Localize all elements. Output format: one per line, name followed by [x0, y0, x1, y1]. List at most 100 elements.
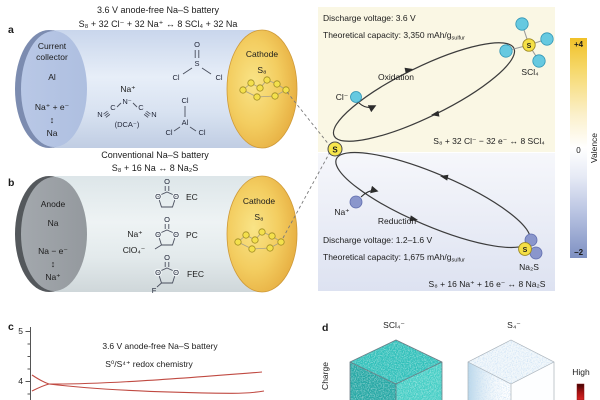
sodium-ion-label: Na⁺	[334, 207, 349, 217]
ec-molecule: O O O EC	[154, 177, 198, 208]
electrolyte-a: Na⁺ N⁻ C C N N (DCA⁻)	[97, 40, 223, 137]
dca-n-center: N⁻	[122, 97, 131, 106]
panel-c-label: c	[8, 321, 14, 333]
panel-d-label: d	[322, 322, 328, 334]
half-reaction-b-bottom: Na⁺	[45, 272, 60, 282]
fec-label: FEC	[187, 269, 204, 279]
panel-a: a 3.6 V anode-free Na–S battery S₈ + 32 …	[8, 5, 298, 149]
scl4-label: SCl₄	[521, 67, 539, 77]
panel-b: b Conventional Na–S battery S₈ + 16 Na ↔…	[8, 150, 298, 295]
panel-d: d SCl₄⁻ S₄⁻ Charge	[320, 320, 590, 400]
cathode-a-material: S₈	[257, 65, 267, 75]
alcl4-cl-top: Cl	[181, 96, 188, 105]
scl4-molecule-icon: S SCl₄	[499, 17, 554, 77]
electrolyte-b: Na⁺ ClO₄⁻ O O O EC O O O PC	[123, 177, 204, 295]
loop-arrowhead-top2	[440, 174, 449, 181]
anode-material: Na	[48, 218, 59, 228]
na2s-label: Na₂S	[519, 262, 539, 272]
fec-o-top: O	[164, 253, 170, 262]
pc-molecule: O O O PC	[154, 215, 198, 250]
collector-material: Al	[48, 72, 56, 82]
panel-a-title: 3.6 V anode-free Na–S battery	[97, 5, 220, 15]
voltage-curves	[31, 371, 265, 394]
cycle-top-capacity: Theoretical capacity: 3,350 mAh/gsulfur	[323, 30, 465, 42]
cell-a-cylinder	[15, 29, 298, 149]
anode-labels: Anode Na Na − e⁻ ↕ Na⁺	[38, 199, 68, 282]
s4-density-cube	[467, 339, 555, 400]
panel-b-title: Conventional Na–S battery	[101, 150, 209, 160]
scale-high-label: High	[572, 367, 590, 377]
sodium-cation-b: Na⁺	[127, 229, 142, 239]
chloride-label: Cl⁻	[336, 92, 349, 102]
charge-axis-label: Charge	[320, 362, 330, 390]
panel-a-label: a	[8, 24, 14, 36]
anode-label: Anode	[41, 199, 66, 209]
dca-c-right: C	[138, 103, 144, 112]
pc-o-left: O	[155, 230, 161, 239]
fec-molecule: O O O FEC F	[152, 253, 204, 295]
ytick-4: 4	[18, 376, 23, 386]
cycle-top-voltage: Discharge voltage: 3.6 V	[323, 13, 416, 23]
pc-o-top: O	[164, 215, 170, 224]
valence-gradient-bar	[570, 38, 587, 258]
oxidation-equation: S₈ + 32 Cl⁻ − 32 e⁻ ↔ 8 SCl₄	[433, 136, 545, 146]
cube2-title: S₄⁻	[507, 320, 521, 330]
cathode-b-material: S₈	[254, 212, 264, 222]
fec-o-left: O	[155, 268, 161, 277]
reduction-label: Reduction	[378, 216, 417, 226]
valence-bottom-tick: −2	[574, 248, 584, 257]
pc-label: PC	[186, 230, 198, 240]
scl4-density-cube	[349, 339, 443, 400]
panel-c: c 5 4 3.6 V anode-free Na–S battery S⁰/S…	[8, 321, 265, 400]
sodium-entry-arrow	[360, 185, 379, 198]
cube1-title: SCl₄⁻	[383, 320, 405, 330]
charge-scale-bar	[576, 383, 585, 400]
half-reaction-a-bottom: Na	[47, 128, 58, 138]
ytick-5: 5	[18, 326, 23, 336]
discharge-curve	[48, 383, 265, 394]
chloride-ball-icon	[350, 91, 362, 103]
valence-mid-tick: 0	[576, 146, 581, 155]
valence-colorbar: +4 0 −2 Valence	[570, 38, 599, 258]
na2s-molecule-icon: S Na₂S	[518, 233, 543, 272]
cycle-bottom-capacity: Theoretical capacity: 1,675 mAh/gsulfur	[323, 252, 465, 264]
scl4-sulfur-atom: S	[527, 43, 532, 50]
chart-subtitle: S⁰/S⁴⁺ redox chemistry	[105, 359, 193, 369]
s8-ring-icon	[239, 76, 290, 101]
perchlorate-anion: ClO₄⁻	[123, 245, 146, 255]
dca-n-right: N	[151, 110, 156, 119]
oxidation-label: Oxidation	[378, 72, 414, 82]
alcl4-cl-right: Cl	[198, 128, 205, 137]
updown-arrow-icon: ↕	[50, 115, 55, 125]
cathode-a: Cathode S₈	[239, 49, 290, 101]
alcl4-molecule: Cl Al Cl Cl	[165, 96, 205, 137]
chart-title: 3.6 V anode-free Na–S battery	[102, 341, 218, 351]
loop-arrowhead-top	[404, 67, 413, 74]
dca-molecule: N⁻ C C N N (DCA⁻)	[97, 97, 156, 129]
sulfur-hub-node: S	[327, 141, 343, 157]
ec-label: EC	[186, 192, 198, 202]
ec-o-right: O	[173, 192, 179, 201]
socl2-cl-right: Cl	[215, 73, 222, 82]
connector-lines	[282, 91, 331, 239]
ec-o-left: O	[155, 192, 161, 201]
dca-c-left: C	[110, 103, 116, 112]
cell-b-cylinder	[15, 175, 298, 293]
sodium-cation-a: Na⁺	[120, 84, 135, 94]
socl2-s: S	[194, 59, 199, 68]
cathode-b: Cathode S₈	[234, 196, 285, 253]
reduction-equation: S₈ + 16 Na⁺ + 16 e⁻ ↔ 8 Na₂S	[429, 279, 546, 289]
panel-b-label: b	[8, 177, 14, 189]
alcl4-cl-left: Cl	[165, 128, 172, 137]
ec-o-top: O	[164, 177, 170, 186]
cycle-bottom-voltage: Discharge voltage: 1.2–1.6 V	[323, 235, 432, 245]
cathode-b-label: Cathode	[243, 196, 275, 206]
cycle-top-panel: Discharge voltage: 3.6 V Theoretical cap…	[318, 7, 555, 152]
collector-word-2: collector	[36, 52, 68, 62]
alcl4-al: Al	[182, 118, 189, 127]
panel-a-equation: S₈ + 32 Cl⁻ + 32 Na⁺ ↔ 8 SCl₄ + 32 Na	[79, 19, 238, 29]
current-collector-labels: Current collector Al Na⁺ + e⁻ ↕ Na	[35, 41, 69, 138]
socl2-cl-left: Cl	[172, 73, 179, 82]
panel-b-equation: S₈ + 16 Na ↔ 8 Na₂S	[112, 163, 199, 173]
chloride-entry-arrow	[358, 102, 377, 113]
